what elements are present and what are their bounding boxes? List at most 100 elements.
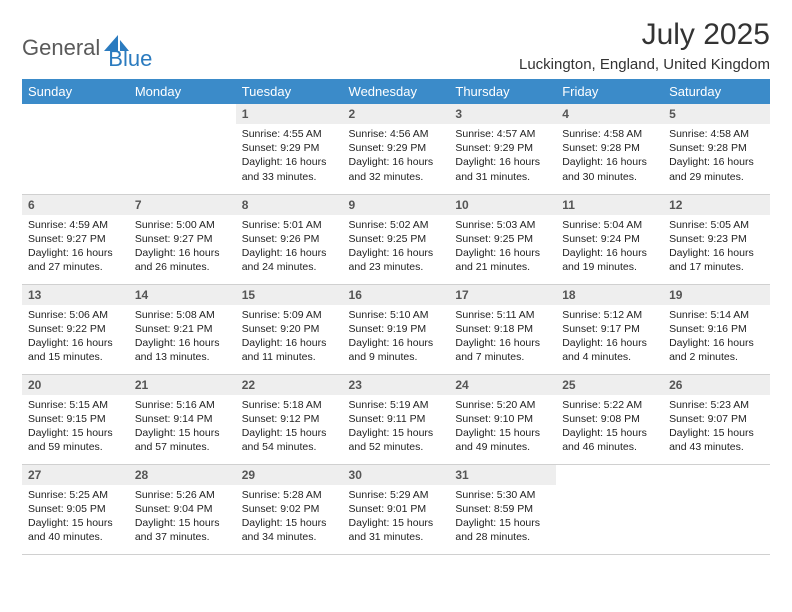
day-number: 22 <box>236 375 343 395</box>
brand-logo: General Blue <box>22 18 152 72</box>
calendar-row: 20Sunrise: 5:15 AMSunset: 9:15 PMDayligh… <box>22 374 770 464</box>
calendar-cell: 10Sunrise: 5:03 AMSunset: 9:25 PMDayligh… <box>449 194 556 284</box>
day-number: 4 <box>556 104 663 124</box>
calendar-cell: 17Sunrise: 5:11 AMSunset: 9:18 PMDayligh… <box>449 284 556 374</box>
calendar-table: SundayMondayTuesdayWednesdayThursdayFrid… <box>22 79 770 555</box>
day-number: 26 <box>663 375 770 395</box>
day-number: 10 <box>449 195 556 215</box>
title-block: July 2025 Luckington, England, United Ki… <box>519 18 770 73</box>
weekday-header: Friday <box>556 79 663 104</box>
day-number: 11 <box>556 195 663 215</box>
day-number: 16 <box>343 285 450 305</box>
calendar-cell: 3Sunrise: 4:57 AMSunset: 9:29 PMDaylight… <box>449 104 556 194</box>
weekday-header: Sunday <box>22 79 129 104</box>
calendar-row: 1Sunrise: 4:55 AMSunset: 9:29 PMDaylight… <box>22 104 770 194</box>
day-number: 6 <box>22 195 129 215</box>
day-info: Sunrise: 5:15 AMSunset: 9:15 PMDaylight:… <box>22 395 129 461</box>
day-info: Sunrise: 5:11 AMSunset: 9:18 PMDaylight:… <box>449 305 556 371</box>
calendar-cell: 16Sunrise: 5:10 AMSunset: 9:19 PMDayligh… <box>343 284 450 374</box>
day-info: Sunrise: 5:20 AMSunset: 9:10 PMDaylight:… <box>449 395 556 461</box>
weekday-header-row: SundayMondayTuesdayWednesdayThursdayFrid… <box>22 79 770 104</box>
calendar-cell: 27Sunrise: 5:25 AMSunset: 9:05 PMDayligh… <box>22 464 129 554</box>
day-info <box>129 124 236 133</box>
calendar-cell: 24Sunrise: 5:20 AMSunset: 9:10 PMDayligh… <box>449 374 556 464</box>
day-number: 1 <box>236 104 343 124</box>
weekday-header: Tuesday <box>236 79 343 104</box>
day-info: Sunrise: 4:57 AMSunset: 9:29 PMDaylight:… <box>449 124 556 190</box>
calendar-cell: 8Sunrise: 5:01 AMSunset: 9:26 PMDaylight… <box>236 194 343 284</box>
day-number: 27 <box>22 465 129 485</box>
calendar-cell: 11Sunrise: 5:04 AMSunset: 9:24 PMDayligh… <box>556 194 663 284</box>
calendar-cell: 21Sunrise: 5:16 AMSunset: 9:14 PMDayligh… <box>129 374 236 464</box>
day-info: Sunrise: 4:58 AMSunset: 9:28 PMDaylight:… <box>556 124 663 190</box>
calendar-cell: 25Sunrise: 5:22 AMSunset: 9:08 PMDayligh… <box>556 374 663 464</box>
calendar-cell: 26Sunrise: 5:23 AMSunset: 9:07 PMDayligh… <box>663 374 770 464</box>
calendar-cell: 23Sunrise: 5:19 AMSunset: 9:11 PMDayligh… <box>343 374 450 464</box>
day-number: 25 <box>556 375 663 395</box>
weekday-header: Wednesday <box>343 79 450 104</box>
day-info: Sunrise: 4:56 AMSunset: 9:29 PMDaylight:… <box>343 124 450 190</box>
day-info <box>663 485 770 494</box>
day-info: Sunrise: 5:02 AMSunset: 9:25 PMDaylight:… <box>343 215 450 281</box>
calendar-cell: 15Sunrise: 5:09 AMSunset: 9:20 PMDayligh… <box>236 284 343 374</box>
day-number: 20 <box>22 375 129 395</box>
day-info: Sunrise: 5:16 AMSunset: 9:14 PMDaylight:… <box>129 395 236 461</box>
day-info: Sunrise: 5:30 AMSunset: 8:59 PMDaylight:… <box>449 485 556 551</box>
brand-text-blue: Blue <box>108 46 152 72</box>
day-info: Sunrise: 5:28 AMSunset: 9:02 PMDaylight:… <box>236 485 343 551</box>
weekday-header: Saturday <box>663 79 770 104</box>
day-number: 23 <box>343 375 450 395</box>
day-info: Sunrise: 5:08 AMSunset: 9:21 PMDaylight:… <box>129 305 236 371</box>
calendar-cell: 13Sunrise: 5:06 AMSunset: 9:22 PMDayligh… <box>22 284 129 374</box>
day-number: 28 <box>129 465 236 485</box>
calendar-cell: 18Sunrise: 5:12 AMSunset: 9:17 PMDayligh… <box>556 284 663 374</box>
day-info: Sunrise: 5:09 AMSunset: 9:20 PMDaylight:… <box>236 305 343 371</box>
day-number: 15 <box>236 285 343 305</box>
calendar-row: 13Sunrise: 5:06 AMSunset: 9:22 PMDayligh… <box>22 284 770 374</box>
calendar-cell: 31Sunrise: 5:30 AMSunset: 8:59 PMDayligh… <box>449 464 556 554</box>
calendar-cell: 30Sunrise: 5:29 AMSunset: 9:01 PMDayligh… <box>343 464 450 554</box>
day-info: Sunrise: 4:55 AMSunset: 9:29 PMDaylight:… <box>236 124 343 190</box>
calendar-cell: 28Sunrise: 5:26 AMSunset: 9:04 PMDayligh… <box>129 464 236 554</box>
calendar-cell: 20Sunrise: 5:15 AMSunset: 9:15 PMDayligh… <box>22 374 129 464</box>
day-info <box>22 124 129 133</box>
day-info: Sunrise: 5:12 AMSunset: 9:17 PMDaylight:… <box>556 305 663 371</box>
day-number: 7 <box>129 195 236 215</box>
calendar-cell: 14Sunrise: 5:08 AMSunset: 9:21 PMDayligh… <box>129 284 236 374</box>
calendar-cell <box>556 464 663 554</box>
calendar-cell: 2Sunrise: 4:56 AMSunset: 9:29 PMDaylight… <box>343 104 450 194</box>
day-info: Sunrise: 5:00 AMSunset: 9:27 PMDaylight:… <box>129 215 236 281</box>
day-number: 5 <box>663 104 770 124</box>
day-info: Sunrise: 5:03 AMSunset: 9:25 PMDaylight:… <box>449 215 556 281</box>
calendar-cell: 6Sunrise: 4:59 AMSunset: 9:27 PMDaylight… <box>22 194 129 284</box>
weekday-header: Thursday <box>449 79 556 104</box>
day-number: 14 <box>129 285 236 305</box>
location-text: Luckington, England, United Kingdom <box>519 56 770 73</box>
day-info: Sunrise: 5:19 AMSunset: 9:11 PMDaylight:… <box>343 395 450 461</box>
calendar-cell <box>129 104 236 194</box>
day-info: Sunrise: 5:14 AMSunset: 9:16 PMDaylight:… <box>663 305 770 371</box>
day-number: 13 <box>22 285 129 305</box>
calendar-cell: 1Sunrise: 4:55 AMSunset: 9:29 PMDaylight… <box>236 104 343 194</box>
day-info: Sunrise: 5:06 AMSunset: 9:22 PMDaylight:… <box>22 305 129 371</box>
calendar-cell: 22Sunrise: 5:18 AMSunset: 9:12 PMDayligh… <box>236 374 343 464</box>
day-number: 31 <box>449 465 556 485</box>
day-number <box>663 465 770 485</box>
calendar-cell <box>22 104 129 194</box>
day-info: Sunrise: 4:59 AMSunset: 9:27 PMDaylight:… <box>22 215 129 281</box>
day-info: Sunrise: 5:26 AMSunset: 9:04 PMDaylight:… <box>129 485 236 551</box>
day-number: 19 <box>663 285 770 305</box>
day-number <box>22 104 129 124</box>
day-number: 8 <box>236 195 343 215</box>
day-info: Sunrise: 4:58 AMSunset: 9:28 PMDaylight:… <box>663 124 770 190</box>
calendar-cell: 9Sunrise: 5:02 AMSunset: 9:25 PMDaylight… <box>343 194 450 284</box>
day-info: Sunrise: 5:25 AMSunset: 9:05 PMDaylight:… <box>22 485 129 551</box>
day-info: Sunrise: 5:22 AMSunset: 9:08 PMDaylight:… <box>556 395 663 461</box>
calendar-cell: 29Sunrise: 5:28 AMSunset: 9:02 PMDayligh… <box>236 464 343 554</box>
day-number <box>129 104 236 124</box>
calendar-cell: 12Sunrise: 5:05 AMSunset: 9:23 PMDayligh… <box>663 194 770 284</box>
day-info: Sunrise: 5:23 AMSunset: 9:07 PMDaylight:… <box>663 395 770 461</box>
page-title: July 2025 <box>519 18 770 52</box>
calendar-cell: 4Sunrise: 4:58 AMSunset: 9:28 PMDaylight… <box>556 104 663 194</box>
day-number: 12 <box>663 195 770 215</box>
